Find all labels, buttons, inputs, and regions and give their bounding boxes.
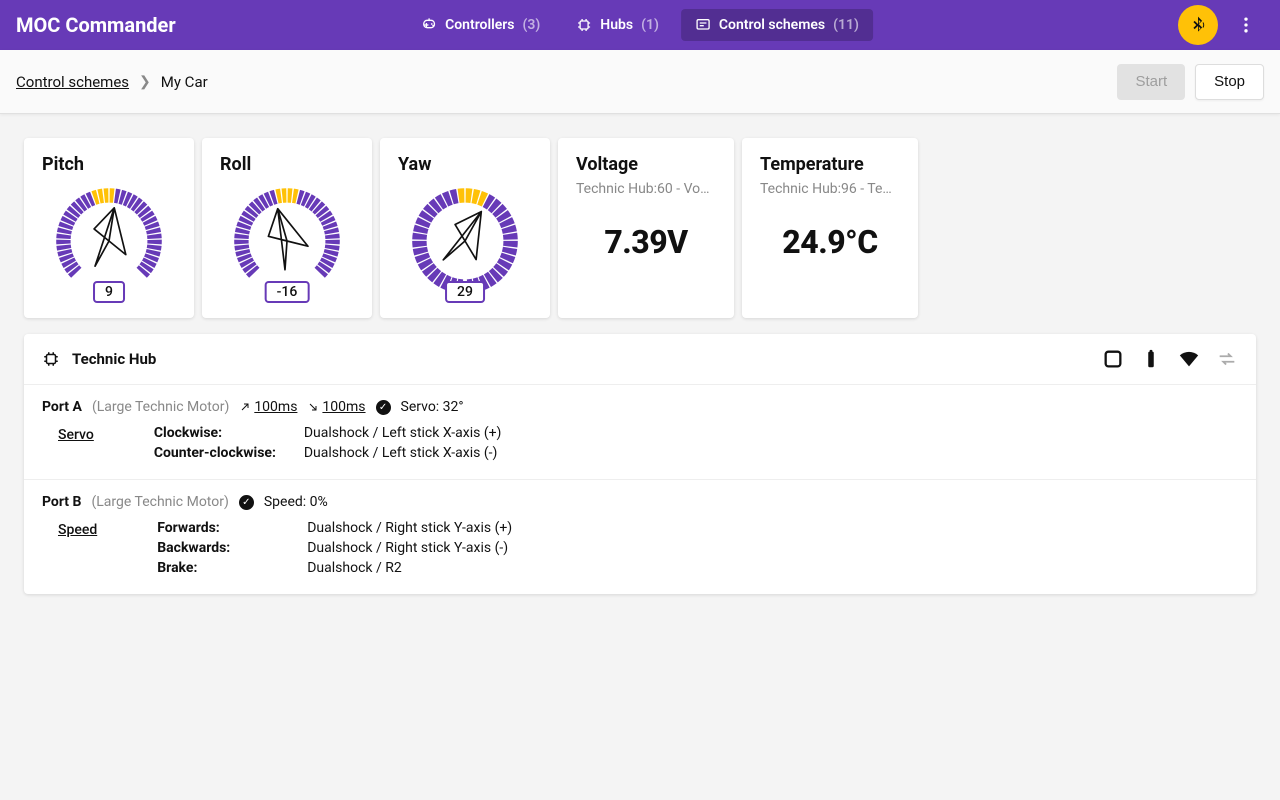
battery-icon [1140,348,1162,370]
cards-row: Pitch 9 Roll -16 Yaw 29 Voltage Technic … [0,114,1280,334]
info-value: 24.9°C [760,223,900,261]
status-ok-icon [376,400,391,415]
more-button[interactable] [1228,7,1264,43]
binding-value: Dualshock / Left stick X-axis (-) [304,445,502,461]
topbar: MOC Commander Controllers (3) Hubs (1) C… [0,0,1280,50]
binding-label: Clockwise: [154,425,304,441]
hub-panel: Technic Hub Port A (Large Technic Motor)… [24,334,1256,594]
binding-value: Dualshock / Right stick Y-axis (-) [307,540,512,556]
hub-icon [576,17,592,33]
hub-header: Technic Hub [24,334,1256,384]
mode-link[interactable]: Speed [58,520,97,576]
nav-tab-controllers[interactable]: Controllers (3) [407,9,554,41]
gauge-title: Roll [220,154,354,175]
port-b-head: Port B (Large Technic Motor) Speed: 0% [42,494,1238,510]
breadcrumb-current: My Car [161,73,208,91]
chevron-right-icon: ❯ [139,74,151,90]
port-type: (Large Technic Motor) [91,494,228,510]
port-b-bindings: Forwards: Dualshock / Right stick Y-axis… [157,520,512,576]
info-value: 7.39V [576,223,716,261]
hub-name: Technic Hub [72,350,156,368]
decel-setting[interactable]: 100ms [307,399,365,415]
gamepad-icon [421,17,437,33]
port-id: Port A [42,399,82,415]
gauge-value: 9 [93,281,125,303]
gauge-value: 29 [445,281,485,303]
signal-icon [1178,348,1200,370]
info-subtitle: Technic Hub:60 - Vo… [576,181,716,197]
stop-button[interactable]: Stop [1195,64,1264,100]
binding-value: Dualshock / Left stick X-axis (+) [304,425,502,441]
arrow-up-right-icon [239,401,251,413]
schemes-icon [695,17,711,33]
status-ok-icon [239,495,254,510]
gauge-roll: -16 [227,181,347,301]
nav-tab-hubs-label: Hubs [600,17,633,33]
port-id: Port B [42,494,81,510]
info-card-temperature: Temperature Technic Hub:96 - Te… 24.9°C [742,138,918,318]
nav-tab-schemes-label: Control schemes [719,17,825,33]
nav-tab-controllers-label: Controllers [445,17,514,33]
more-vert-icon [1236,15,1256,35]
info-title: Voltage [576,154,716,175]
transfer-icon [1216,348,1238,370]
info-card-voltage: Voltage Technic Hub:60 - Vo… 7.39V [558,138,734,318]
port-b: Port B (Large Technic Motor) Speed: 0% S… [24,479,1256,594]
gauge-card-pitch: Pitch 9 [24,138,194,318]
binding-value: Dualshock / Right stick Y-axis (+) [307,520,512,536]
gauge-title: Pitch [42,154,176,175]
info-subtitle: Technic Hub:96 - Te… [760,181,900,197]
port-a: Port A (Large Technic Motor) 100ms 100ms… [24,384,1256,479]
topbar-right [1178,5,1264,45]
nav-tabs: Controllers (3) Hubs (1) Control schemes… [407,9,873,41]
gauge-pitch: 9 [49,181,169,301]
gauge-title: Yaw [398,154,532,175]
breadcrumb: Control schemes ❯ My Car [16,73,208,91]
port-a-body: Servo Clockwise: Dualshock / Left stick … [42,425,1238,461]
binding-label: Brake: [157,560,307,576]
chip-icon [42,350,60,368]
port-b-body: Speed Forwards: Dualshock / Right stick … [42,520,1238,576]
hub-status-icons [1102,348,1238,370]
accel-setting[interactable]: 100ms [239,399,297,415]
bluetooth-button[interactable] [1178,5,1218,45]
subheader: Control schemes ❯ My Car Start Stop [0,50,1280,114]
bluetooth-icon [1188,15,1208,35]
breadcrumb-root[interactable]: Control schemes [16,73,129,91]
arrow-down-right-icon [307,401,319,413]
binding-label: Forwards: [157,520,307,536]
button-icon [1102,348,1124,370]
gauge-value: -16 [265,281,310,303]
nav-tab-schemes[interactable]: Control schemes (11) [681,9,873,41]
mode-link[interactable]: Servo [58,425,94,461]
nav-tab-schemes-count: (11) [833,17,859,33]
info-title: Temperature [760,154,900,175]
subheader-actions: Start Stop [1117,64,1264,100]
gauge-yaw: 29 [405,181,525,301]
port-status: Speed: 0% [264,494,328,510]
gauge-card-roll: Roll -16 [202,138,372,318]
gauge-card-yaw: Yaw 29 [380,138,550,318]
binding-label: Backwards: [157,540,307,556]
port-a-bindings: Clockwise: Dualshock / Left stick X-axis… [154,425,502,461]
binding-value: Dualshock / R2 [307,560,512,576]
port-type: (Large Technic Motor) [92,399,229,415]
nav-tab-controllers-count: (3) [523,17,541,33]
nav-tab-hubs[interactable]: Hubs (1) [562,9,673,41]
start-button: Start [1117,64,1185,100]
binding-label: Counter-clockwise: [154,445,304,461]
port-a-head: Port A (Large Technic Motor) 100ms 100ms… [42,399,1238,415]
app-title: MOC Commander [16,13,176,37]
nav-tab-hubs-count: (1) [641,17,659,33]
port-status: Servo: 32° [401,399,464,415]
